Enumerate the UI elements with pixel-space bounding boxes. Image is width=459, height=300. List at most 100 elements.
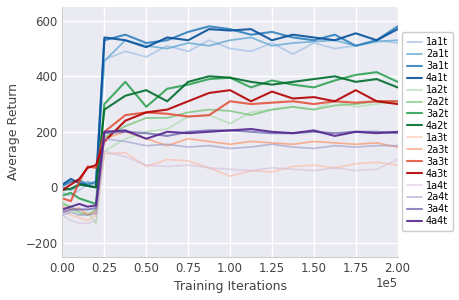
1a2t (84, 210, 90, 214)
2a3t (122, 130, 128, 134)
3a2t (164, 87, 170, 91)
3a3t (76, 180, 82, 184)
3a2t (84, 200, 90, 203)
4a3t (101, 140, 107, 143)
3a1t (60, 184, 65, 188)
4a4t (84, 205, 90, 208)
3a4t (101, 131, 107, 135)
3a1t (310, 38, 316, 42)
Line: 2a2t: 2a2t (62, 101, 397, 215)
3a1t (164, 38, 170, 42)
2a4t (206, 144, 212, 148)
1a3t (227, 174, 232, 178)
4a2t (290, 80, 295, 84)
3a3t (373, 100, 379, 103)
2a3t (101, 137, 107, 140)
1a2t (93, 221, 99, 225)
3a1t (122, 33, 128, 37)
4a1t (93, 185, 99, 189)
3a3t (164, 112, 170, 116)
1a4t (60, 213, 65, 217)
4a4t (68, 205, 73, 208)
2a1t (143, 44, 149, 48)
4a2t (269, 83, 274, 86)
2a1t (164, 47, 170, 50)
3a2t (206, 77, 212, 81)
3a1t (227, 27, 232, 31)
3a4t (352, 130, 358, 134)
4a2t (143, 88, 149, 92)
1a2t (60, 200, 65, 203)
2a2t (84, 213, 90, 217)
Line: 3a2t: 3a2t (62, 72, 397, 204)
2a3t (206, 140, 212, 143)
1a4t (206, 166, 212, 170)
2a2t (373, 100, 379, 103)
1a2t (185, 115, 190, 118)
1a2t (394, 100, 399, 103)
4a4t (248, 127, 253, 131)
4a2t (331, 74, 337, 78)
2a3t (352, 142, 358, 146)
4a2t (206, 74, 212, 78)
1a4t (84, 221, 90, 225)
3a1t (269, 30, 274, 34)
2a1t (68, 188, 73, 192)
1a2t (101, 149, 107, 153)
1a2t (227, 122, 232, 125)
3a3t (84, 165, 90, 168)
3a2t (185, 83, 190, 86)
4a3t (84, 166, 90, 170)
Legend: 1a1t, 2a1t, 3a1t, 4a1t, 1a2t, 2a2t, 3a2t, 4a2t, 1a3t, 2a3t, 3a3t, 4a3t, 1a4t, 2a: 1a1t, 2a1t, 3a1t, 4a1t, 1a2t, 2a2t, 3a2t… (402, 32, 452, 231)
1a2t (310, 108, 316, 111)
2a2t (394, 100, 399, 103)
2a2t (164, 116, 170, 120)
2a4t (101, 137, 107, 140)
2a1t (84, 180, 90, 184)
4a3t (248, 100, 253, 103)
4a3t (290, 97, 295, 100)
4a1t (227, 29, 232, 32)
2a2t (227, 109, 232, 113)
1a2t (143, 130, 149, 134)
3a4t (122, 130, 128, 134)
3a2t (373, 70, 379, 74)
1a3t (185, 159, 190, 163)
3a3t (185, 115, 190, 118)
2a4t (352, 145, 358, 149)
1a3t (122, 151, 128, 154)
1a4t (394, 158, 399, 161)
3a1t (101, 38, 107, 42)
1a1t (122, 50, 128, 53)
1a1t (206, 38, 212, 42)
3a3t (290, 100, 295, 103)
3a1t (68, 180, 73, 184)
3a1t (373, 38, 379, 42)
4a4t (373, 131, 379, 135)
3a2t (310, 85, 316, 89)
3a4t (227, 129, 232, 132)
1a3t (206, 166, 212, 170)
2a1t (185, 41, 190, 45)
2a1t (227, 38, 232, 42)
3a3t (227, 100, 232, 103)
2a2t (248, 113, 253, 117)
4a2t (394, 85, 399, 89)
4a1t (352, 32, 358, 35)
2a4t (164, 142, 170, 146)
3a4t (185, 130, 190, 134)
1a3t (269, 170, 274, 174)
2a4t (248, 145, 253, 149)
Line: 1a3t: 1a3t (62, 153, 397, 220)
1a2t (164, 127, 170, 131)
4a1t (60, 183, 65, 186)
2a2t (68, 205, 73, 208)
3a2t (352, 73, 358, 77)
2a4t (331, 144, 337, 148)
Line: 1a4t: 1a4t (62, 151, 397, 223)
4a2t (373, 77, 379, 81)
4a4t (76, 202, 82, 206)
1a3t (331, 166, 337, 170)
2a2t (143, 116, 149, 120)
1a4t (310, 169, 316, 172)
